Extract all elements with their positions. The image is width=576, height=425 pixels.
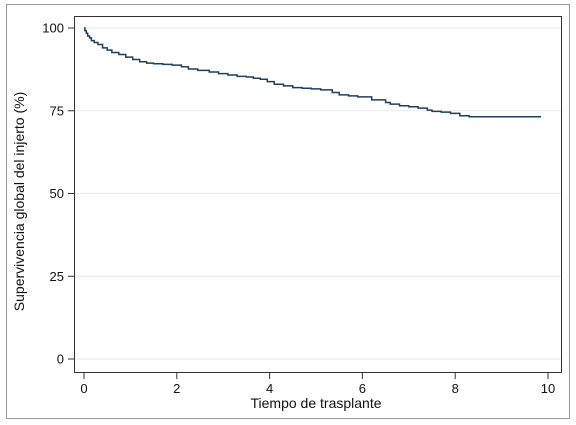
- series-group: [84, 27, 542, 118]
- y-tick-label-100: 100: [42, 21, 64, 36]
- y-tick-label-75: 75: [50, 103, 64, 118]
- y-tick-label-0: 0: [57, 352, 64, 367]
- plot-area-border: [74, 16, 562, 373]
- y-tick-label-50: 50: [50, 186, 64, 201]
- outer-frame: [6, 4, 570, 419]
- x-tick-label-2: 2: [173, 381, 180, 396]
- x-tick-label-10: 10: [541, 381, 555, 396]
- x-tick-label-8: 8: [452, 381, 459, 396]
- survival-curve-0: [84, 27, 542, 118]
- y-axis-title: Supervivencia global del injerto (%): [11, 92, 27, 311]
- gridlines: [75, 27, 561, 360]
- x-tick-label-0: 0: [80, 381, 87, 396]
- axes: 0 25 50 75 100 0 2 4 6 8 10: [42, 21, 555, 397]
- y-tick-label-25: 25: [50, 269, 64, 284]
- x-tick-label-4: 4: [266, 381, 273, 396]
- x-axis-title: Tiempo de trasplante: [251, 395, 382, 411]
- x-tick-label-6: 6: [359, 381, 366, 396]
